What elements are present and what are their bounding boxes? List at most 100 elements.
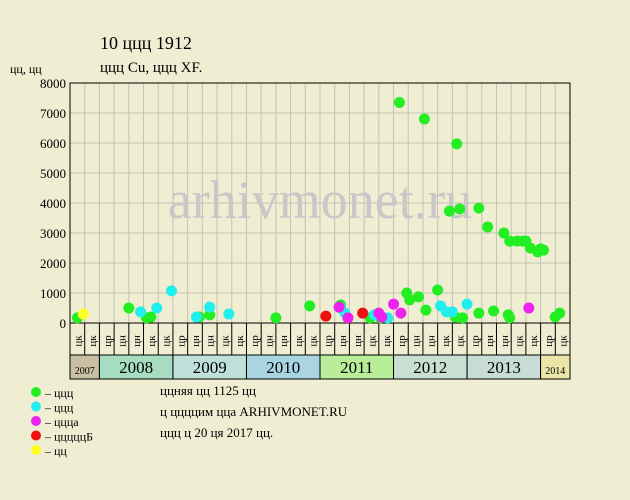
column-label: цн [499,335,511,347]
year-label: 2013 [487,358,521,377]
data-point [454,203,466,215]
column-label: цн [205,335,217,347]
column-label: цн [337,335,349,347]
legend-marker [31,387,41,397]
data-point [376,311,388,323]
data-point [357,307,369,319]
data-point [77,308,89,320]
data-point [418,113,430,125]
column-label: цн [352,335,364,347]
column-label: цк [308,335,320,347]
column-label: цк [381,335,393,347]
year-label: 2012 [413,358,447,377]
data-point [461,298,473,310]
data-point [523,302,535,314]
column-label: цн [131,335,143,347]
data-point [135,306,147,318]
data-point [223,308,235,320]
y-tick-label: 5000 [40,166,66,181]
data-point [388,298,400,310]
year-cell [69,354,100,380]
y-tick-label: 3000 [40,226,66,241]
data-point [204,309,216,321]
data-point [190,311,202,323]
y-tick-label: 8000 [40,76,66,91]
data-point [393,97,405,108]
year-cell [540,354,571,380]
data-point [165,285,177,297]
y-tick-label: 7000 [40,106,66,121]
watermark: arhivmonet.ru [168,170,472,230]
data-point [482,221,494,233]
data-point [304,300,316,312]
data-point [413,291,425,303]
column-label: цк [87,335,99,347]
column-label: цк [234,335,246,347]
y-label: цц, цц [10,62,42,76]
legend-label: – ццц [44,401,74,415]
column-label: цк [558,335,570,347]
column-label: цн [264,335,276,347]
year-cell [466,354,542,380]
column-label: цн [116,335,128,347]
data-point [320,310,332,322]
column-label: цн [484,335,496,347]
column-label: цк [440,335,452,347]
column-label: цк [219,335,231,347]
column-label: цн [190,335,202,347]
data-point [473,307,485,319]
data-point [395,307,407,319]
column-label: цк [455,335,467,347]
column-label: цк [146,335,158,347]
legend-label: – ццца [44,415,79,429]
data-point [504,312,516,324]
data-point [498,227,510,239]
data-point [432,284,444,296]
column-label: цк [161,335,173,347]
data-point [151,302,163,314]
column-label: цк [528,335,540,347]
data-point [538,244,550,256]
data-point [420,304,432,316]
column-label: цк [72,335,84,347]
chart-subtitle: ццц Cu, ццц XF. [100,60,202,76]
chart-title: 10 ццц 1912 [100,33,192,53]
year-label: 2014 [545,366,565,377]
data-point [443,205,455,217]
year-label: 2009 [193,358,227,377]
data-point [554,307,566,319]
column-label: цр [396,335,408,347]
column-label: цр [102,335,114,347]
column-label: цн [278,335,290,347]
legend-marker [31,416,41,426]
y-tick-label: 0 [60,316,67,331]
legend-marker [31,401,41,412]
column-label: цр [249,335,261,347]
column-label: цр [322,335,334,347]
column-label: цр [543,335,555,347]
year-cell [98,354,174,380]
legend-marker [31,445,41,455]
legend-label: – цццццБ [44,430,93,444]
year-label: 2008 [119,358,153,377]
column-label: цк [293,335,305,347]
year-label: 2010 [266,358,300,377]
data-point [488,305,500,317]
y-tick-label: 6000 [40,136,66,151]
legend-label: – цц [44,444,67,458]
year-label: 2011 [340,358,373,377]
data-point [123,302,135,314]
note: ццняя цц 1125 цц [160,383,256,398]
year-cell [319,354,395,380]
data-point [473,202,485,214]
legend-label: – ццц [44,386,74,400]
column-label: цр [175,335,187,347]
data-point [457,312,469,324]
data-point [270,312,282,324]
data-point [446,306,458,318]
column-label: цк [366,335,378,347]
column-label: цр [469,335,481,347]
year-label: 2007 [75,366,95,377]
